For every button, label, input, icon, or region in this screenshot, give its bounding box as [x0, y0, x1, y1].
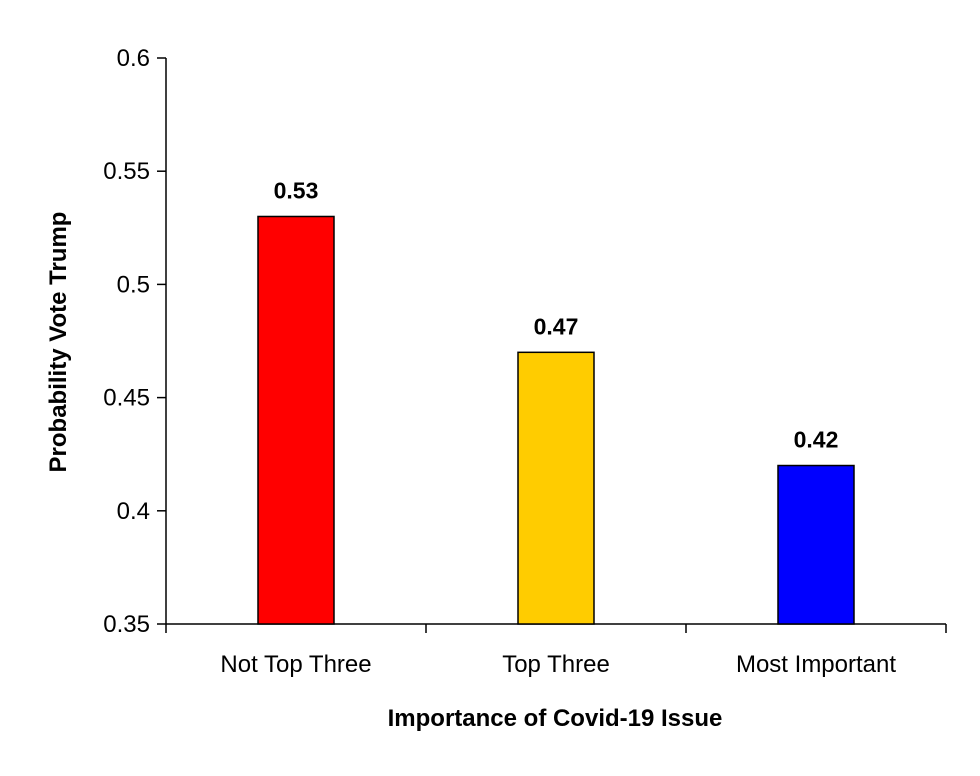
y-tick-label: 0.55	[103, 158, 150, 185]
x-category-label: Most Important	[736, 651, 896, 678]
x-category-label: Top Three	[502, 651, 610, 678]
bar	[517, 351, 595, 625]
data-labels: 0.53 0.47 0.42	[274, 177, 839, 452]
bar-value-label: 0.47	[534, 313, 579, 339]
y-axis: 0.35 0.4 0.45 0.5 0.55 0.6	[103, 45, 167, 638]
bars	[257, 215, 855, 625]
bar	[777, 464, 855, 625]
y-tick-label: 0.45	[103, 385, 150, 412]
y-tick-label: 0.35	[103, 611, 150, 638]
x-axis: Not Top Three Top Three Most Important	[165, 623, 947, 678]
y-axis-title: Probability Vote Trump	[45, 212, 72, 473]
x-category-label: Not Top Three	[220, 651, 371, 678]
x-axis-title: Importance of Covid-19 Issue	[388, 705, 723, 732]
bar-value-label: 0.42	[794, 427, 839, 453]
y-tick-label: 0.5	[117, 271, 150, 298]
bar	[257, 215, 335, 625]
y-tick-label: 0.4	[117, 498, 150, 525]
bar-value-label: 0.53	[274, 177, 319, 203]
y-tick-label: 0.6	[117, 45, 150, 72]
